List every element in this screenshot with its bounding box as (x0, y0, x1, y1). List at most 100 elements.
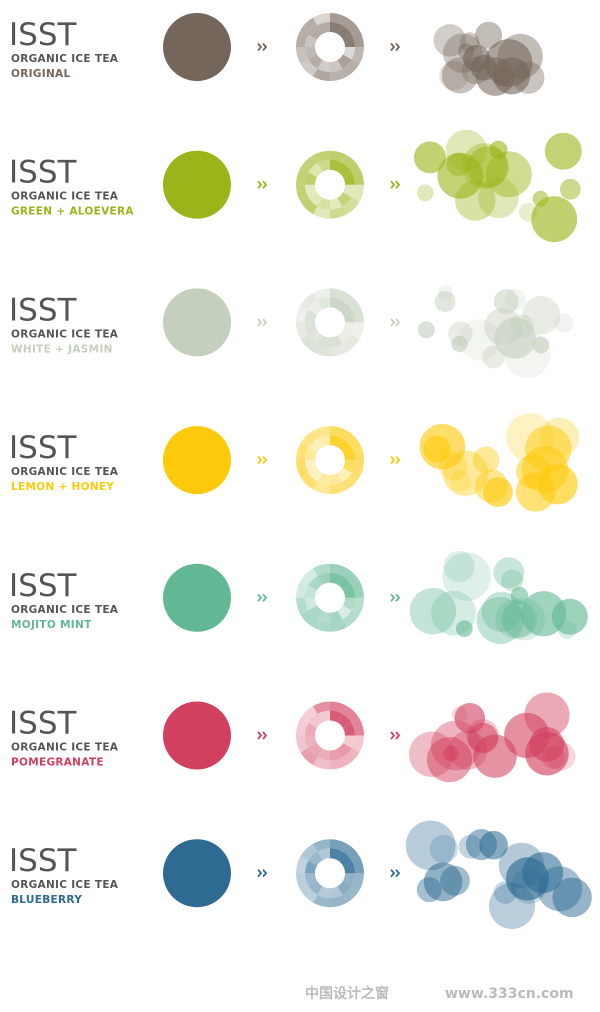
donut-segment (342, 706, 360, 723)
donut-segment (337, 438, 352, 453)
brand: ISST (9, 430, 77, 466)
donut-segment (313, 839, 330, 852)
chevron-stroke (395, 180, 401, 189)
color-swatch (163, 563, 231, 632)
donut-segment (308, 467, 323, 482)
donut-segment (330, 481, 347, 495)
chevron-stroke (257, 318, 263, 327)
donut-segment (351, 443, 364, 461)
donut-segment (330, 839, 347, 852)
subtitle: ORGANIC ICE TEA (11, 604, 119, 616)
color-swatch (163, 288, 231, 357)
chevron-stroke (257, 593, 263, 602)
donut-segment (305, 34, 318, 47)
chevron-stroke (395, 731, 401, 740)
donut-segment (351, 718, 364, 736)
bubble (455, 620, 473, 638)
donut-segment (300, 59, 318, 77)
donut-segment (337, 25, 352, 40)
donut-segment (330, 848, 343, 861)
chevron-stroke (390, 318, 396, 327)
donut-segment (305, 873, 318, 886)
donut-segment (342, 17, 360, 35)
chevron (390, 869, 401, 878)
bubble (416, 877, 442, 903)
bubble (495, 599, 536, 639)
donut-segment (313, 288, 330, 301)
donut-segment (313, 150, 330, 164)
donut-segment (330, 473, 343, 486)
donut-segment (296, 856, 309, 874)
donut-segment (342, 460, 355, 473)
chevron-stroke (257, 456, 263, 465)
donut-segment (300, 334, 318, 352)
bubble (423, 862, 463, 902)
donut-segment (300, 748, 318, 765)
donut-segment (296, 735, 309, 753)
donut-segment (342, 334, 360, 352)
donut-segment (317, 886, 330, 899)
donut-segment (351, 30, 364, 47)
donut-segment (330, 710, 343, 723)
bubble (433, 24, 467, 57)
donut-segment (317, 748, 330, 761)
donut-segment (313, 426, 330, 439)
donut-segment (296, 718, 309, 736)
donut-segment (342, 184, 355, 198)
donut-segment (342, 735, 355, 748)
flavor: LEMON + HONEY (11, 481, 114, 493)
donut-segment (351, 597, 364, 615)
color-swatch (163, 150, 231, 219)
chevron (257, 456, 268, 465)
color-swatch (163, 13, 231, 81)
chevron-stroke (390, 731, 396, 740)
bubble (481, 591, 522, 632)
bubble (552, 877, 592, 918)
brand: ISST (9, 706, 77, 742)
donut-segment (351, 873, 364, 891)
brand: ISST (9, 843, 77, 879)
flavor: GREEN + ALOEVERA (11, 206, 134, 218)
donut-segment (351, 580, 364, 598)
donut-segment (308, 576, 323, 591)
bubble (525, 425, 572, 472)
donut-segment (330, 22, 343, 35)
donut-segment (305, 860, 318, 874)
donut-segment (342, 597, 355, 611)
donut-segment (300, 885, 318, 903)
donut-segment (342, 585, 355, 598)
bubble (429, 834, 459, 864)
donut-segment (351, 322, 364, 340)
chevron-stroke (395, 318, 401, 327)
donut-segment (317, 610, 330, 623)
donut-segment (296, 322, 309, 340)
bubble (483, 477, 513, 507)
donut-segment (330, 435, 343, 448)
chevron (390, 456, 401, 465)
donut-segment (317, 59, 330, 72)
chevron-stroke (262, 180, 268, 189)
donut-segment (305, 47, 318, 60)
chevron (257, 42, 268, 52)
chevron-stroke (262, 456, 268, 465)
bubble (484, 39, 533, 87)
donut-segment (342, 885, 360, 903)
bubble (409, 587, 457, 635)
bubble (470, 54, 497, 81)
bubble (467, 722, 499, 754)
chevron (257, 318, 268, 327)
subtitle: ORGANIC ICE TEA (11, 328, 119, 340)
donut-segment (296, 184, 309, 202)
donut-segment (313, 68, 330, 81)
donut-segment (330, 13, 347, 26)
bubble (497, 33, 543, 79)
chevron (390, 42, 401, 52)
bubble (451, 335, 468, 353)
donut-segment (296, 873, 309, 891)
donut-segment (296, 597, 309, 615)
donut-segment (300, 610, 318, 628)
